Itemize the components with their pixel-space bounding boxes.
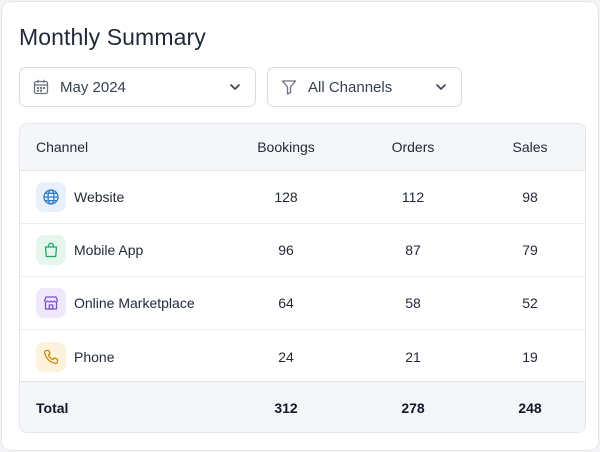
channel-name: Phone	[74, 348, 115, 365]
total-bookings: 312	[274, 400, 298, 416]
channel-select-value: All Channels	[308, 78, 393, 96]
bookings-cell: 128	[274, 189, 298, 205]
sales-cell: 79	[522, 242, 538, 258]
total-sales: 248	[518, 400, 542, 416]
date-select[interactable]: May 2024	[19, 67, 256, 107]
orders-cell: 58	[405, 295, 421, 311]
calendar-icon	[32, 78, 50, 96]
bookings-cell: 24	[278, 348, 294, 365]
table-row[interactable]: Online Marketplace 64 58 52	[20, 277, 585, 330]
shopping-bag-icon	[36, 235, 66, 265]
header-orders: Orders	[391, 139, 435, 155]
header-bookings: Bookings	[257, 139, 315, 155]
total-orders: 278	[401, 400, 425, 416]
total-label: Total	[36, 400, 69, 416]
globe-icon	[36, 182, 66, 212]
summary-table: Channel Bookings Orders Sales Website 12…	[19, 123, 586, 433]
storefront-icon	[36, 288, 66, 318]
channel-name: Online Marketplace	[74, 295, 195, 311]
total-row: Total 312 278 248	[20, 381, 585, 432]
sales-cell: 19	[522, 348, 538, 365]
bookings-cell: 96	[278, 242, 294, 258]
channel-name: Mobile App	[74, 242, 144, 258]
date-select-value: May 2024	[60, 78, 126, 96]
sales-cell: 98	[522, 189, 538, 205]
orders-cell: 87	[405, 242, 421, 258]
table-row[interactable]: Mobile App 96 87 79	[20, 224, 585, 277]
table-row[interactable]: Phone 24 21 19	[20, 330, 585, 383]
orders-cell: 21	[405, 348, 421, 365]
phone-icon	[36, 341, 66, 372]
sales-cell: 52	[522, 295, 538, 311]
chevron-down-icon	[228, 80, 242, 94]
filter-icon	[280, 78, 298, 96]
channel-name: Website	[74, 189, 125, 205]
page-title: Monthly Summary	[19, 24, 206, 50]
orders-cell: 112	[401, 189, 425, 205]
header-channel: Channel	[36, 139, 89, 155]
channel-select[interactable]: All Channels	[267, 67, 462, 107]
chevron-down-icon	[434, 80, 448, 94]
bookings-cell: 64	[278, 295, 294, 311]
table-header-row: Channel Bookings Orders Sales	[20, 124, 585, 171]
header-sales: Sales	[512, 139, 548, 155]
table-row[interactable]: Website 128 112 98	[20, 171, 585, 224]
